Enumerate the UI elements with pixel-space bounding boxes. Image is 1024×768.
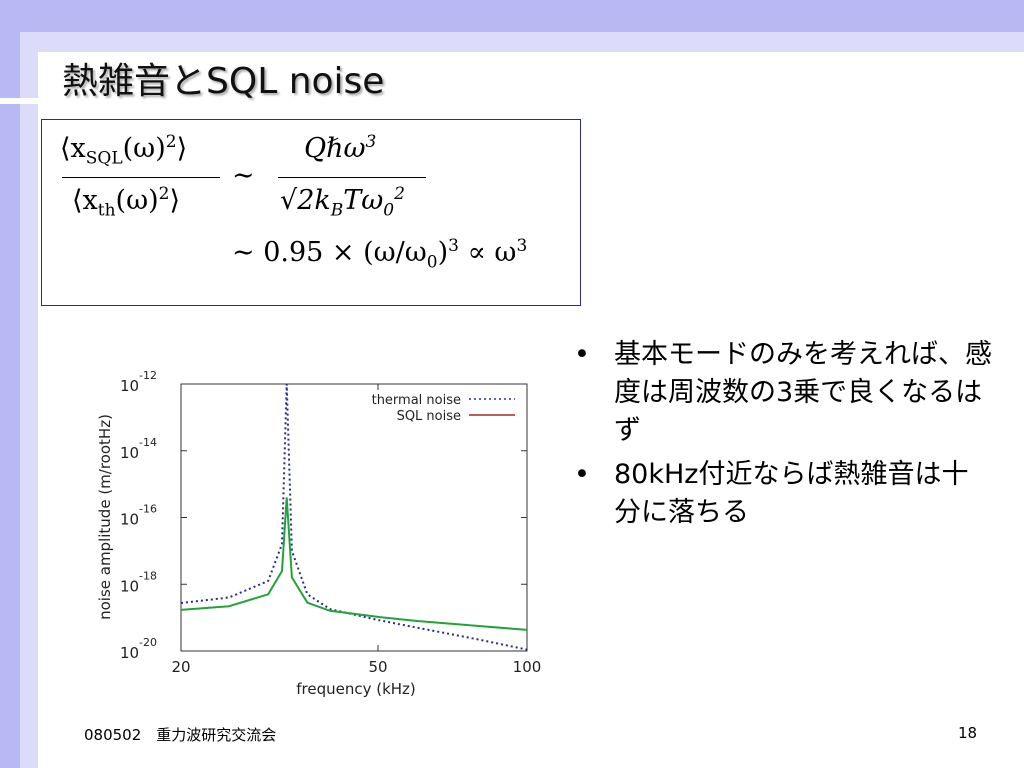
y-tick-label: 10-16 — [120, 503, 157, 529]
math: Tω — [343, 185, 384, 216]
math: 2 — [158, 184, 170, 204]
frame-left — [0, 0, 20, 768]
math: 3 — [365, 132, 377, 152]
formula-lhs-den: ⟨xth(ω)2⟩ — [72, 184, 180, 220]
legend-label: thermal noise — [372, 393, 461, 408]
math: B — [330, 200, 344, 221]
y-axis-label: noise amplitude (m/rootHz) — [96, 414, 114, 620]
formula-rhs-num: Qℏω3 — [304, 132, 376, 164]
formula-box: ⟨xSQL(ω)2⟩ ⟨xth(ω)2⟩ ∼ Qℏω3 √2kBTω02 ∼ 0… — [41, 119, 581, 306]
math: ) — [437, 237, 449, 268]
x-tick-label: 100 — [513, 658, 542, 676]
math: ∼ — [232, 160, 255, 191]
math: ∝ ω — [458, 237, 517, 268]
math: 0 — [426, 252, 438, 273]
y-tick-label: 10-18 — [120, 569, 157, 595]
math: ⟩ — [176, 133, 188, 164]
bullet-list: 基本モードのみを考えれば、感度は周波数の3乗で良くなるはず 80kHz付近ならば… — [572, 336, 992, 538]
legend-label: SQL noise — [397, 409, 461, 424]
series-line — [180, 497, 528, 631]
math: √2k — [280, 185, 331, 216]
math: ⟨x — [60, 133, 86, 164]
formula-rhs-den: √2kBTω02 — [280, 184, 405, 220]
math: (ω) — [115, 185, 159, 216]
bullet: 基本モードのみを考えれば、感度は周波数の3乗で良くなるはず — [572, 336, 992, 450]
y-tick-label: 10-20 — [120, 636, 157, 662]
formula-lhs-num: ⟨xSQL(ω)2⟩ — [60, 132, 187, 168]
bullet: 80kHz付近ならば熱雑音は十分に落ちる — [572, 456, 992, 532]
frame-top — [0, 0, 1024, 32]
math: th — [97, 200, 116, 221]
chart: frequency (kHz) noise amplitude (m/rootH… — [86, 365, 542, 701]
math: Qℏω — [304, 133, 366, 164]
page-number: 18 — [958, 724, 978, 742]
chart-bg — [86, 365, 542, 701]
y-tick-label: 10-12 — [120, 369, 157, 395]
title-bar — [0, 98, 684, 104]
slide-title: 熱雑音とSQL noise — [62, 61, 385, 102]
fraction-bar — [278, 177, 426, 178]
x-axis-label: frequency (kHz) — [296, 680, 416, 698]
frame-band — [20, 32, 1024, 52]
math: 2 — [165, 132, 177, 152]
math: 0 — [383, 200, 395, 221]
math: (ω) — [122, 133, 166, 164]
math: SQL — [85, 148, 123, 169]
y-tick-label: 10-14 — [120, 436, 157, 462]
math: ∼ 0.95 × (ω/ω — [232, 237, 427, 268]
math: 3 — [448, 236, 459, 256]
math: ⟩ — [169, 185, 181, 216]
footer-left: 080502 重力波研究交流会 — [84, 726, 277, 744]
series-line — [180, 383, 528, 651]
x-tick-label: 50 — [368, 658, 387, 676]
math: 3 — [516, 236, 528, 256]
x-tick-label: 20 — [171, 658, 190, 676]
math: ⟨x — [72, 185, 98, 216]
fraction-bar — [62, 177, 220, 178]
formula-line2: ∼ 0.95 × (ω/ω0)3 ∝ ω3 — [232, 236, 527, 272]
frame-band-left — [20, 32, 38, 768]
math: 2 — [394, 184, 405, 204]
